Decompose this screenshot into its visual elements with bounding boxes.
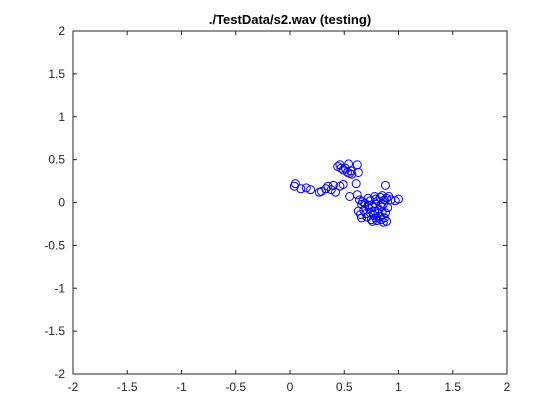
y-tick-label: 2 (58, 24, 65, 38)
y-tick-label: -1 (54, 281, 65, 295)
data-point (366, 215, 376, 225)
data-point (344, 159, 354, 169)
x-tick-label: 0 (287, 380, 294, 394)
data-point (380, 208, 390, 218)
y-tick-label: -0.5 (44, 238, 65, 252)
data-point (316, 186, 326, 196)
data-point (353, 167, 363, 177)
x-tick-label: -0.5 (225, 380, 246, 394)
x-tick-label: -1 (176, 380, 187, 394)
x-tick-label: -2 (68, 380, 79, 394)
data-point (328, 180, 338, 190)
data-point (306, 185, 316, 195)
data-point (326, 185, 336, 195)
data-point (367, 216, 377, 226)
chart-title: ./TestData/s2.wav (testing) (209, 12, 371, 27)
data-point (376, 201, 386, 211)
data-point (358, 197, 368, 207)
data-point (347, 169, 357, 179)
data-point (301, 183, 311, 193)
data-point (378, 217, 388, 227)
y-tick-labels: -2 -1.5 -1 -0.5 0 0.5 1 1.5 2 (44, 24, 65, 381)
x-tick-labels: -2 -1.5 -1 -0.5 0 0.5 1 1.5 2 (68, 380, 511, 394)
data-point (338, 179, 348, 189)
data-point (378, 199, 388, 209)
data-point (394, 194, 403, 204)
data-point (380, 180, 390, 190)
x-tick-label: 2 (504, 380, 511, 394)
data-point (290, 179, 300, 189)
y-tick-label: 0 (58, 196, 65, 210)
data-point (382, 216, 392, 226)
data-point (331, 187, 341, 197)
x-tick-label: 1.5 (444, 380, 461, 394)
y-tick-label: -2 (54, 367, 65, 381)
data-point (364, 204, 374, 214)
x-tick-label: 1 (395, 380, 402, 394)
ticks-layer (72, 30, 508, 375)
points-layer (289, 159, 403, 227)
data-point (296, 184, 306, 194)
data-point (336, 163, 346, 173)
x-tick-label: 0.5 (336, 380, 353, 394)
data-point (369, 210, 379, 220)
data-point (377, 191, 387, 201)
y-tick-label: 1.5 (48, 67, 65, 81)
y-tick-label: -1.5 (44, 324, 65, 338)
y-tick-label: 0.5 (48, 153, 65, 167)
y-tick-label: 1 (58, 110, 65, 124)
x-tick-label: -1.5 (117, 380, 138, 394)
data-point (351, 179, 361, 189)
data-point (323, 181, 333, 191)
data-point (352, 190, 362, 200)
data-point (321, 184, 331, 194)
